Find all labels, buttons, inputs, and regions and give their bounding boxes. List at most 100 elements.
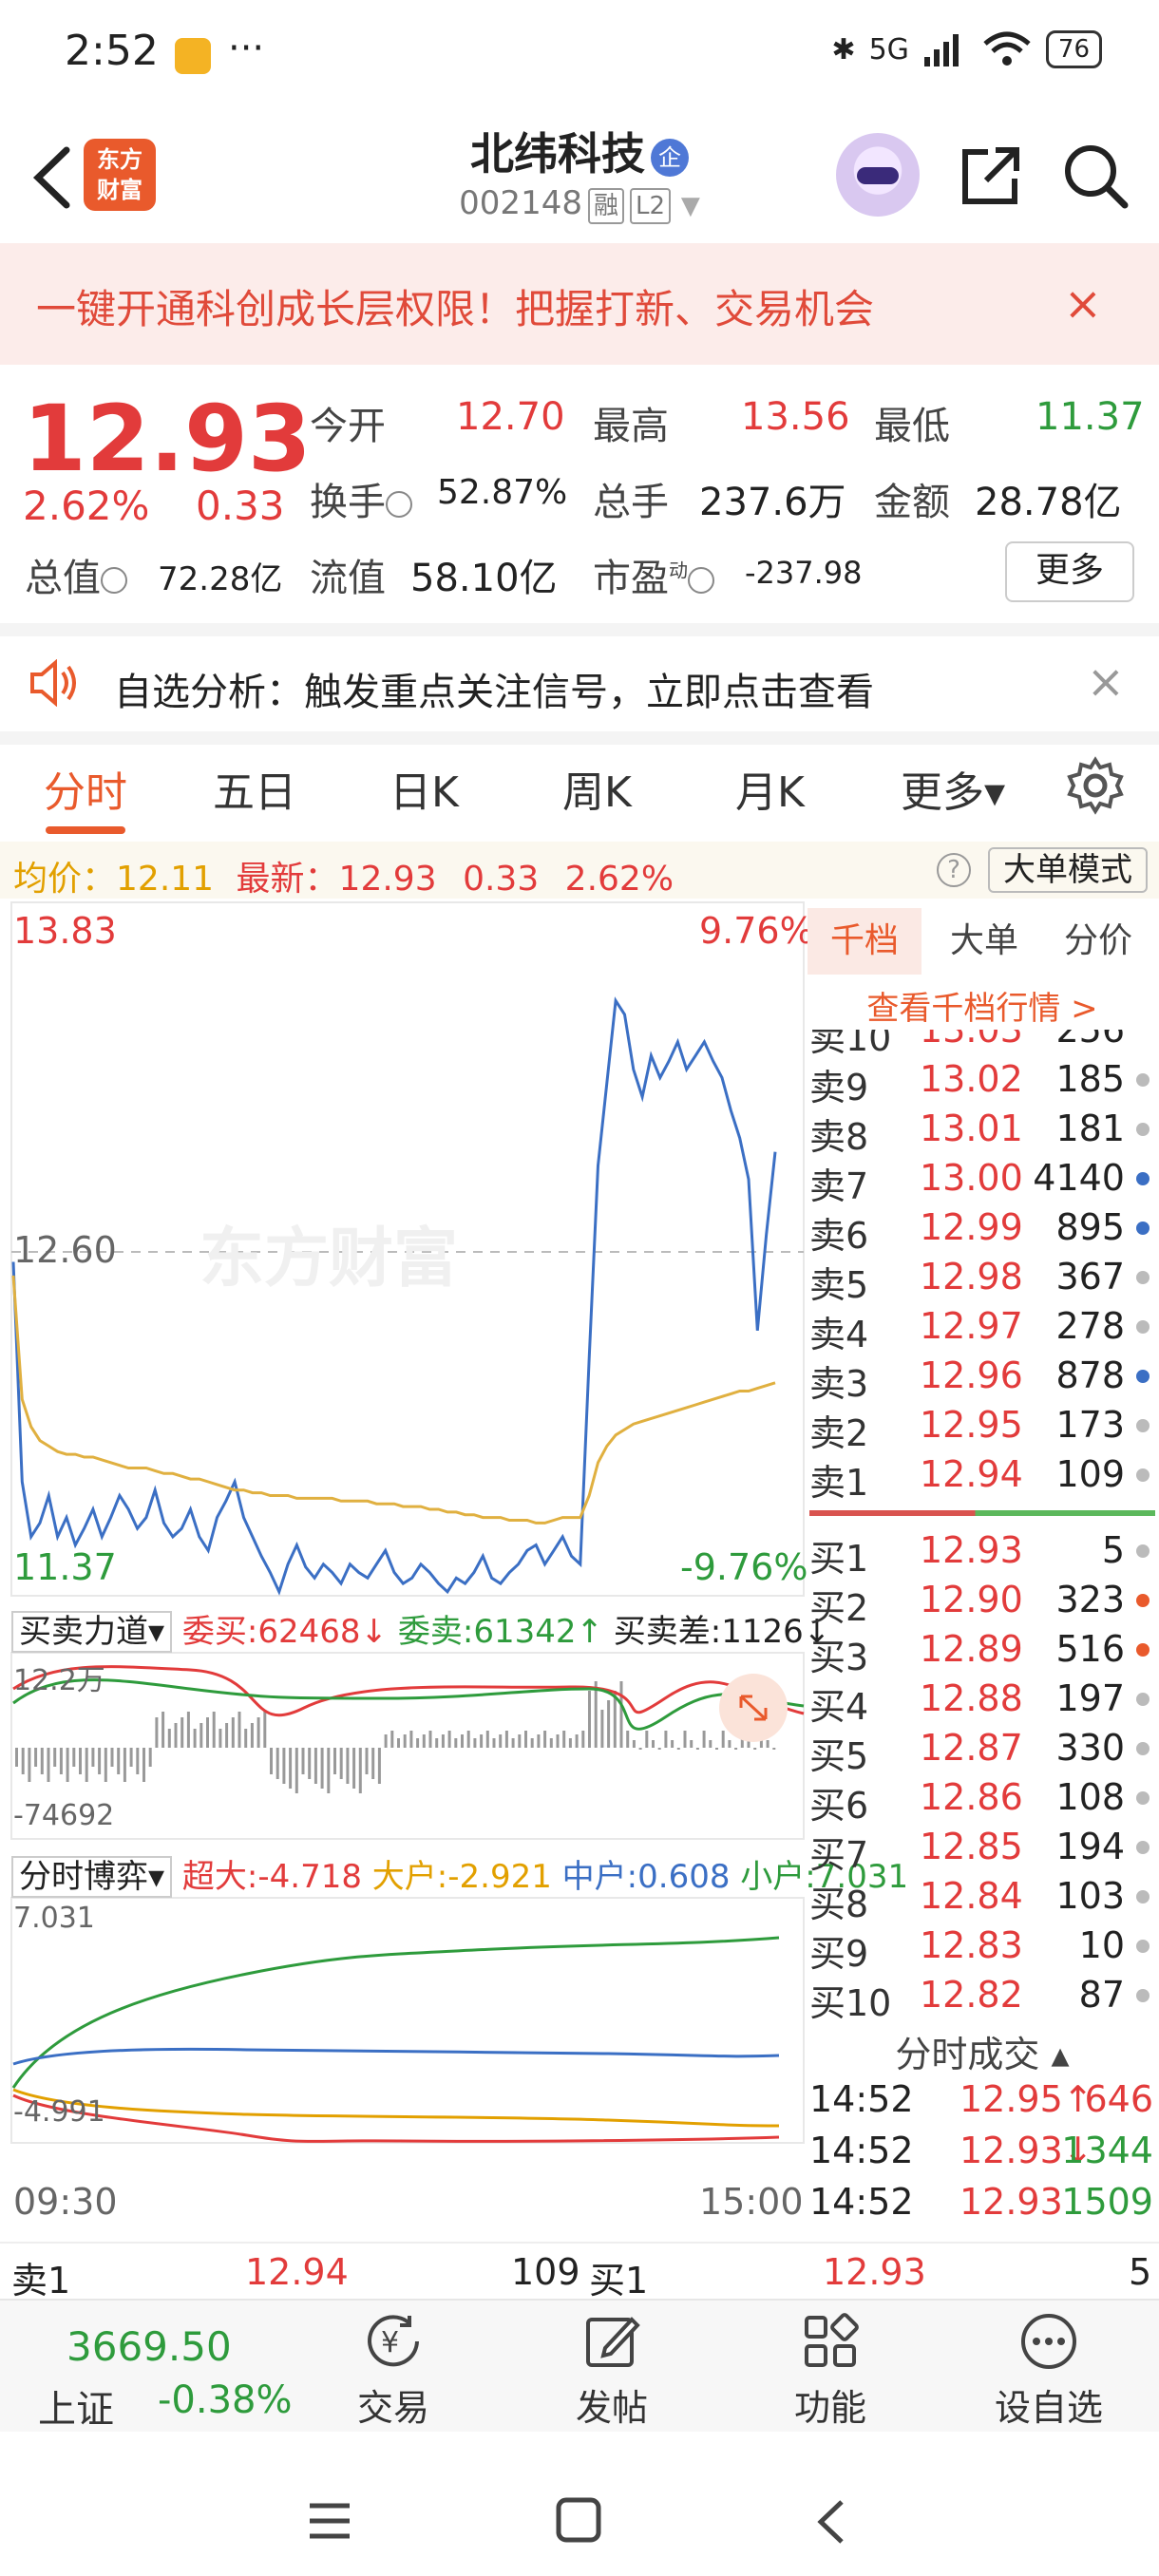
change-percent: 2.62% — [23, 483, 150, 529]
intraday-price-chart[interactable]: 东方财富 — [0, 900, 806, 2240]
force-bar — [193, 1729, 197, 1748]
app-logo[interactable]: 东方 财富 — [84, 139, 156, 211]
force-bar — [174, 1723, 178, 1748]
buy-row[interactable]: 买6 12.86 108 — [809, 1772, 1157, 1827]
force-bar — [186, 1712, 190, 1748]
more-button[interactable]: 更多 — [1005, 541, 1134, 602]
force-bar — [136, 1748, 140, 1774]
force-bar — [416, 1738, 420, 1748]
big-order-mode-button[interactable]: 大单模式 — [988, 847, 1148, 893]
close-icon[interactable]: × — [1086, 655, 1125, 709]
force-bar — [575, 1734, 579, 1748]
tab-daily-k[interactable]: 日K — [390, 768, 459, 817]
indicator-select[interactable]: 分时博弈▾ — [11, 1856, 173, 1898]
info-icon[interactable] — [101, 567, 127, 594]
ob-label: 卖5 — [809, 1264, 869, 1306]
buy-row[interactable]: 买1 12.93 5 — [809, 1525, 1157, 1580]
help-icon[interactable]: ? — [937, 853, 971, 887]
buy-row[interactable]: 买5 12.87 330 — [809, 1723, 1157, 1777]
force-bar — [59, 1748, 63, 1774]
stock-code-row[interactable]: 002148 融 L2 ▼ — [0, 184, 1159, 224]
promo-banner[interactable]: 一键开通科创成长层权限！把握打新、交易机会 × — [0, 243, 1159, 365]
pct-bottom-label: -9.76% — [680, 1546, 808, 1588]
tab-weekly-k[interactable]: 周K — [562, 768, 632, 817]
tab-more[interactable]: 更多▾ — [901, 768, 1006, 817]
high-label: 最高 — [593, 405, 669, 448]
sell-row[interactable]: 卖7 13.00 4140 — [809, 1153, 1157, 1207]
ob-label: 卖3 — [809, 1363, 869, 1405]
watermark: 东方财富 — [200, 1222, 458, 1297]
sell-row[interactable]: 卖6 12.99 895 — [809, 1203, 1157, 1257]
force-bar — [504, 1731, 508, 1748]
amount-value: 28.78亿 — [975, 481, 1122, 524]
small-name: 小户 — [740, 1858, 806, 1896]
ob-label: 买8 — [809, 1884, 869, 1925]
buy-row[interactable]: 买9 12.83 10 — [809, 1921, 1157, 1975]
buy-row[interactable]: 买4 12.88 197 — [809, 1674, 1157, 1728]
gear-icon[interactable] — [1066, 756, 1125, 815]
sell-row[interactable]: 卖1 12.94 109 — [809, 1449, 1157, 1504]
tab-five-day[interactable]: 五日 — [213, 768, 296, 817]
analysis-text[interactable]: 自选分析：触发重点关注信号，立即点击查看 — [114, 671, 874, 714]
sell-row[interactable]: 卖5 12.98 367 — [809, 1252, 1157, 1306]
tab-price-dist[interactable]: 分价 — [1064, 921, 1133, 960]
force-bar — [98, 1748, 102, 1774]
sell-row[interactable]: 卖9 13.02 185 — [809, 1054, 1157, 1108]
sell-row[interactable]: 卖2 12.95 173 — [809, 1400, 1157, 1454]
l2-tag: L2 — [629, 188, 672, 224]
buy-row[interactable]: 买8 12.84 103 — [809, 1871, 1157, 1925]
buy-row[interactable]: 买10 12.82 87 — [809, 1970, 1157, 2024]
nav-trade[interactable]: ¥ 交易 — [327, 2310, 460, 2434]
close-icon[interactable]: × — [1063, 277, 1102, 331]
assistant-avatar-icon[interactable] — [836, 133, 920, 217]
chevron-down-icon[interactable]: ▼ — [680, 192, 700, 220]
ob-label: 卖4 — [809, 1314, 869, 1355]
sell-row[interactable]: 卖3 12.96 878 — [809, 1351, 1157, 1405]
tab-monthly-k[interactable]: 月K — [735, 768, 805, 817]
info-icon[interactable] — [386, 491, 412, 518]
ob-label: 买3 — [809, 1637, 869, 1678]
tick-row: 14:52 12.93 1509 — [809, 2177, 1157, 2228]
tab-big-order[interactable]: 大单 — [950, 921, 1019, 960]
analysis-bar[interactable]: 自选分析：触发重点关注信号，立即点击查看 × — [0, 636, 1159, 731]
force-bar — [518, 1734, 522, 1748]
home-icon[interactable] — [555, 2496, 602, 2544]
force-bar — [676, 1748, 680, 1750]
qiandang-link[interactable]: 查看千档行情 > — [866, 990, 1098, 1028]
ob-partial-row: 卖10 13.03 256 — [809, 1030, 1157, 1056]
index-pct: -0.38% — [158, 2378, 293, 2422]
ticks-title[interactable]: 分时成交 ▴ — [895, 2034, 1070, 2075]
back-icon[interactable] — [28, 144, 78, 211]
info-icon[interactable] — [688, 567, 714, 594]
chart-tabs: 分时 五日 日K 周K 月K 更多▾ — [0, 745, 1159, 840]
back-nav-icon[interactable] — [813, 2498, 847, 2546]
force-bar — [320, 1748, 324, 1789]
force-bar — [728, 1740, 732, 1748]
ask-value: 61342 — [473, 1613, 577, 1651]
buy-row[interactable]: 买2 12.90 323 — [809, 1575, 1157, 1629]
game-panel-header: 分时博弈▾ 超大:-4.718 大户:-2.921 中户:0.608 小户:7.… — [11, 1850, 908, 1898]
force-bar — [250, 1723, 254, 1748]
share-icon[interactable] — [958, 142, 1024, 209]
ob-volume: 256 — [1055, 1030, 1125, 1051]
search-icon[interactable] — [1062, 142, 1129, 209]
low-label: 最低 — [874, 405, 950, 448]
tab-qiandang[interactable]: 千档 — [808, 908, 922, 975]
sell-row[interactable]: 卖8 13.01 181 — [809, 1104, 1157, 1158]
indicator-select[interactable]: 买卖力道▾ — [11, 1611, 173, 1653]
menu-icon[interactable] — [306, 2500, 353, 2542]
promo-text[interactable]: 一键开通科创成长层权限！把握打新、交易机会 — [36, 286, 875, 332]
force-bar — [244, 1729, 248, 1748]
nav-post[interactable]: 发帖 — [545, 2310, 678, 2434]
buy-row[interactable]: 买7 12.85 194 — [809, 1822, 1157, 1876]
force-bar — [155, 1717, 159, 1748]
tab-intraday[interactable]: 分时 — [44, 768, 127, 817]
nav-watchlist[interactable]: 设自选 — [982, 2310, 1115, 2434]
force-bar — [524, 1731, 527, 1748]
force-y-bottom: -74692 — [13, 1799, 115, 1832]
nav-functions[interactable]: 功能 — [764, 2310, 897, 2434]
buy-row[interactable]: 买3 12.89 516 — [809, 1624, 1157, 1678]
intraday-charts[interactable]: 东方财富 13.83 9.76% 12.60 11.37 -9.76% 买卖力道… — [0, 900, 908, 2240]
sell-row[interactable]: 卖4 12.97 278 — [809, 1301, 1157, 1355]
force-bar — [333, 1748, 336, 1774]
